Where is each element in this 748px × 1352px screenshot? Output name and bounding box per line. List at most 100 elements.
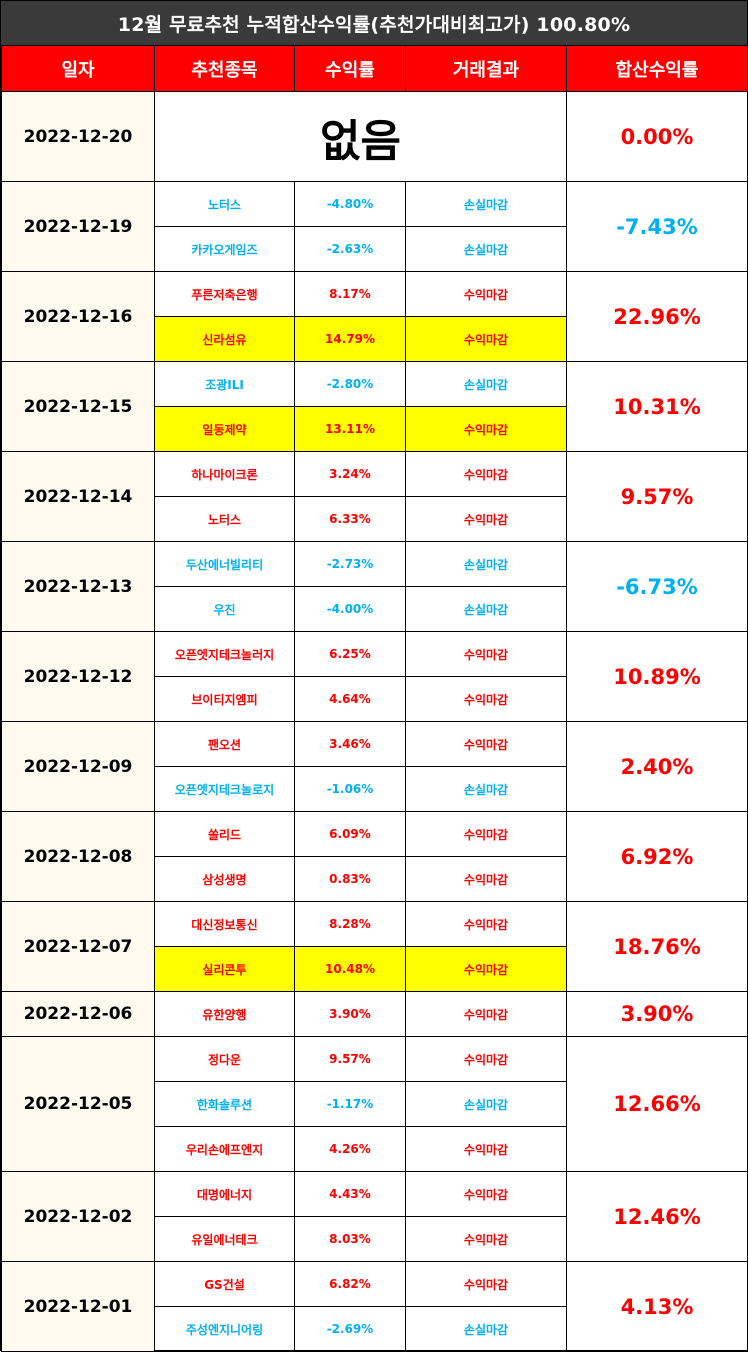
stock-rate: 8.28% — [294, 901, 406, 947]
trade-result: 손실마감 — [405, 766, 567, 812]
row-total: 4.13% — [566, 1261, 748, 1352]
page-title: 12월 무료추천 누적합산수익률(추천가대비최고가) 100.80% — [1, 1, 747, 45]
table-row: 주성엔지니어링 -2.69% 손실마감 — [2, 1306, 748, 1352]
row-date: 2022-12-15 — [1, 361, 155, 452]
row-total: 9.57% — [566, 451, 748, 542]
stock-rate: 14.79% — [294, 316, 406, 362]
stock-rate: -1.06% — [294, 766, 406, 812]
trade-result: 수익마감 — [405, 1261, 567, 1307]
stock-name: 오픈엣지테크놀로지 — [154, 766, 295, 812]
table-row: 실리콘투 10.48% 수익마감 — [2, 946, 748, 992]
row-total: 12.66% — [566, 1036, 748, 1172]
trade-result: 수익마감 — [405, 721, 567, 767]
stock-rate: 4.64% — [294, 676, 406, 722]
row-date: 2022-12-12 — [1, 631, 155, 722]
row-total: -6.73% — [566, 541, 748, 632]
row-date: 2022-12-05 — [1, 1036, 155, 1172]
table-row: 2022-12-09 팬오션 3.46% 수익마감 2.40% — [1, 721, 748, 812]
stock-name: 실리콘투 — [154, 946, 295, 992]
header-rate: 수익률 — [294, 45, 406, 92]
table-row: 오픈엣지테크놀로지 -1.06% 손실마감 — [2, 766, 748, 812]
stock-name: 노터스 — [154, 496, 295, 542]
stock-rate: 10.48% — [294, 946, 406, 992]
table-row: 2022-12-20 없음 0.00% — [1, 91, 748, 182]
table-row: 2022-12-06 유한양행 3.90% 수익마감 3.90% — [1, 991, 748, 1037]
stock-name: 두산에너빌리티 — [154, 541, 295, 587]
table-row: 2022-12-01 GS건설 6.82% 수익마감 4.13% — [1, 1261, 748, 1352]
no-recommendation: 없음 — [154, 91, 567, 182]
row-date: 2022-12-06 — [1, 991, 155, 1037]
stock-name: 유한양행 — [154, 991, 295, 1037]
trade-result: 수익마감 — [405, 946, 567, 992]
stock-rate: 9.57% — [294, 1036, 406, 1082]
trade-result: 수익마감 — [405, 316, 567, 362]
row-total: -7.43% — [566, 181, 748, 272]
stock-rate: -2.73% — [294, 541, 406, 587]
header-date: 일자 — [1, 45, 155, 92]
stock-rate: 8.03% — [294, 1216, 406, 1262]
trade-result: 손실마감 — [405, 541, 567, 587]
header-stock: 추천종목 — [154, 45, 295, 92]
trade-result: 손실마감 — [405, 1306, 567, 1352]
trade-result: 수익마감 — [405, 406, 567, 452]
table-row: 카카오게임즈 -2.63% 손실마감 — [2, 226, 748, 272]
row-date: 2022-12-08 — [1, 811, 155, 902]
row-date: 2022-12-07 — [1, 901, 155, 992]
trade-result: 수익마감 — [405, 631, 567, 677]
table-row: 2022-12-02 대명에너지 4.43% 수익마감 12.46% — [1, 1171, 748, 1262]
row-date: 2022-12-13 — [1, 541, 155, 632]
stock-name: 한화솔루션 — [154, 1081, 295, 1127]
trade-result: 수익마감 — [405, 1171, 567, 1217]
stock-rate: 4.26% — [294, 1126, 406, 1172]
trade-result: 손실마감 — [405, 586, 567, 632]
stock-name: 카카오게임즈 — [154, 226, 295, 272]
stock-name: 팬오션 — [154, 721, 295, 767]
stock-rate: 0.83% — [294, 856, 406, 902]
header-result: 거래결과 — [405, 45, 567, 92]
stock-rate: 3.46% — [294, 721, 406, 767]
row-date: 2022-12-09 — [1, 721, 155, 812]
table-row: 한화솔루션 -1.17% 손실마감 — [2, 1081, 748, 1127]
stock-rate: -4.00% — [294, 586, 406, 632]
stock-rate: 6.33% — [294, 496, 406, 542]
table-row: 노터스 6.33% 수익마감 — [2, 496, 748, 542]
stock-name: 신라섬유 — [154, 316, 295, 362]
stock-rate: 4.43% — [294, 1171, 406, 1217]
stock-name: 일동제약 — [154, 406, 295, 452]
table-row: 브이티지엠피 4.64% 수익마감 — [2, 676, 748, 722]
table-row: 2022-12-08 쏠리드 6.09% 수익마감 6.92% — [1, 811, 748, 902]
header-total: 합산수익률 — [566, 45, 748, 92]
trade-result: 손실마감 — [405, 361, 567, 407]
row-total: 10.31% — [566, 361, 748, 452]
stock-rate: 6.25% — [294, 631, 406, 677]
stock-rate: -4.80% — [294, 181, 406, 227]
row-date: 2022-12-16 — [1, 271, 155, 362]
row-date: 2022-12-02 — [1, 1171, 155, 1262]
stock-name: 유일에너테크 — [154, 1216, 295, 1262]
stock-rate: -1.17% — [294, 1081, 406, 1127]
table-row: 2022-12-19 노터스 -4.80% 손실마감 -7.43% — [1, 181, 748, 272]
trade-result: 수익마감 — [405, 1036, 567, 1082]
trade-result: 수익마감 — [405, 676, 567, 722]
stock-rate: 6.09% — [294, 811, 406, 857]
stock-rate: -2.69% — [294, 1306, 406, 1352]
stock-name: 쏠리드 — [154, 811, 295, 857]
row-total: 2.40% — [566, 721, 748, 812]
stock-rate: 8.17% — [294, 271, 406, 317]
table-row: 2022-12-05 정다운 9.57% 수익마감 12.66% — [1, 1036, 748, 1172]
stock-name: 정다운 — [154, 1036, 295, 1082]
row-total: 0.00% — [566, 91, 748, 182]
table-row: 2022-12-13 두산에너빌리티 -2.73% 손실마감 -6.73% — [1, 541, 748, 632]
trade-result: 수익마감 — [405, 451, 567, 497]
table-row: 2022-12-07 대신정보통신 8.28% 수익마감 18.76% — [1, 901, 748, 992]
stock-name: GS건설 — [154, 1261, 295, 1307]
stock-name: 우진 — [154, 586, 295, 632]
stock-rate: 13.11% — [294, 406, 406, 452]
trade-result: 수익마감 — [405, 856, 567, 902]
stock-rate: -2.63% — [294, 226, 406, 272]
trade-result: 수익마감 — [405, 271, 567, 317]
stock-name: 우리손에프엔지 — [154, 1126, 295, 1172]
trade-result: 수익마감 — [405, 1216, 567, 1262]
table-row: 우리손에프엔지 4.26% 수익마감 — [2, 1126, 748, 1172]
